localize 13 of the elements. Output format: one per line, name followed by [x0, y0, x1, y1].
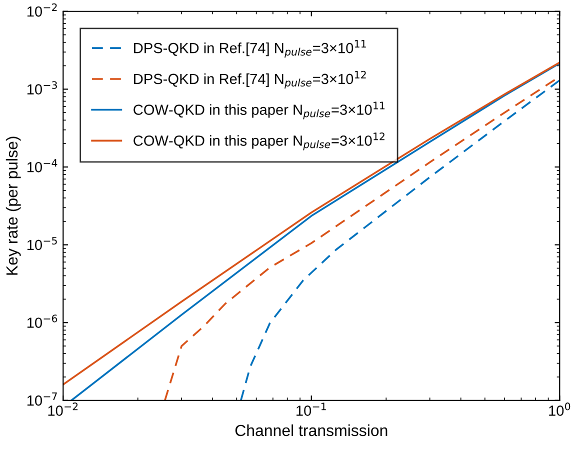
y-tick-label: 10$^{−4}$: [27, 159, 58, 172]
legend-label: COW-QKD in this paper N$_{pulse}$=3×10$^{12}$: [134, 132, 384, 150]
legend-label: DPS-QKD in Ref.[74] N$_{pulse}$=3×10$^{11}$: [134, 40, 366, 58]
x-tick-label: 10$^{−1}$: [296, 402, 326, 416]
y-tick-label: 10$^{−5}$: [27, 236, 57, 250]
y-tick-label: 10$^{−2}$: [27, 3, 57, 17]
x-axis-title: Channel transmission: [235, 424, 388, 436]
x-tick-label: 10$^{0}$: [549, 402, 570, 416]
legend-label: COW-QKD in this paper N$_{pulse}$=3×10$^{11}$: [134, 102, 385, 120]
legend-label: DPS-QKD in Ref.[74] N$_{pulse}$=3×10$^{12}$: [134, 70, 366, 89]
y-axis-title: Key rate (per pulse): [6, 136, 21, 275]
y-tick-label: 10$^{−6}$: [27, 314, 58, 328]
y-tick-label: 10$^{−3}$: [27, 81, 57, 94]
